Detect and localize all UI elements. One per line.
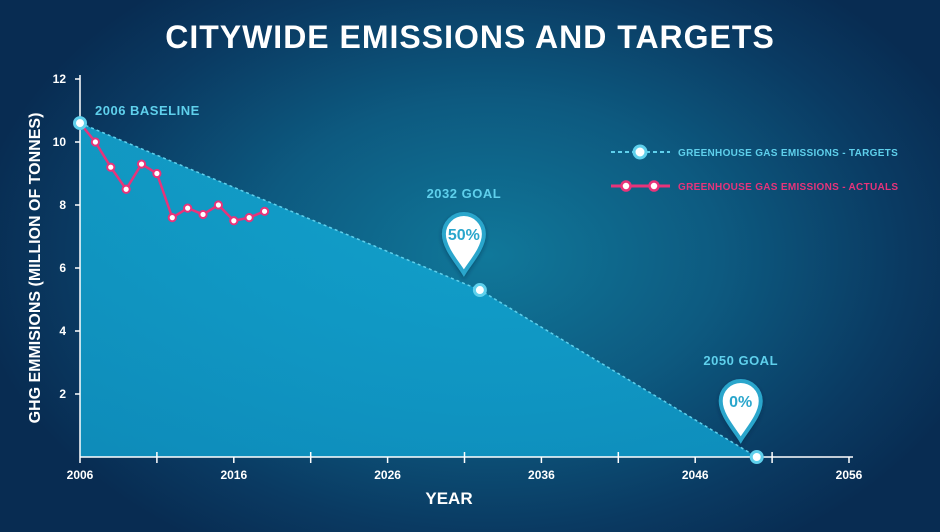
x-tick-label: 2036 [528,468,555,482]
legend-marker-targets [632,144,648,160]
goal-pin [718,379,763,444]
target-area-layer [80,123,757,457]
x-tick-label: 2026 [374,468,401,482]
annotation-label: 2006 BASELINE [95,103,200,118]
goal-pin-value: 50% [448,227,480,244]
legend-item-actuals: GREENHOUSE GAS EMISSIONS - ACTUALS [611,180,898,193]
annotation: 0% 2050 GOAL [703,353,778,444]
actuals-point [167,213,177,223]
actuals-point [259,206,270,216]
legend-item-targets: GREENHOUSE GAS EMISSIONS - TARGETS [611,144,898,160]
actuals-point [183,203,193,213]
actuals-point [213,200,224,210]
chart-title: CITYWIDE EMISSIONS AND TARGETS [165,19,775,55]
actuals-point [106,162,116,172]
x-tick-label: 2056 [836,468,863,482]
actuals-point [90,137,100,147]
actuals-point [152,168,162,179]
annotation-label: 2032 GOAL [427,186,502,201]
legend: GREENHOUSE GAS EMISSIONS - TARGETS GREEN… [611,144,898,193]
x-tick-label: 2016 [220,468,247,482]
x-axis-title: YEAR [425,489,472,508]
actuals-point [136,159,147,169]
x-tick-label: 2046 [682,468,709,482]
target-point [472,283,487,298]
series-layer [73,116,764,464]
legend-label-targets: GREENHOUSE GAS EMISSIONS - TARGETS [678,148,898,159]
goal-pin-value: 0% [729,394,752,411]
annotation: 50% 2032 GOAL [427,186,502,277]
actuals-point [121,184,131,194]
legend-marker-actuals-b [648,180,660,192]
target-point [749,450,764,464]
y-tick-label: 12 [53,72,67,86]
annotation-layer: 2006 BASELINE 50% 2032 GOAL 0% 2050 GOAL [95,103,778,444]
axes-layer: 2 4 6 8 10 12 2006 2016 2026 2036 2046 2056 [53,72,863,482]
legend-marker-actuals-a [620,180,632,192]
actuals-point [198,209,208,220]
y-tick-label: 4 [59,324,66,338]
annotation: 2006 BASELINE [95,103,200,118]
goal-pin [441,212,486,277]
y-tick-label: 10 [53,135,67,149]
legend-label-actuals: GREENHOUSE GAS EMISSIONS - ACTUALS [678,182,898,193]
y-tick-label: 8 [59,198,66,212]
y-tick-label: 2 [59,387,66,401]
annotation-label: 2050 GOAL [703,353,778,368]
target-area-fill [80,123,757,457]
actuals-point [244,213,254,223]
y-axis-title: GHG EMMISIONS (MILLION OF TONNES) [27,113,44,424]
target-point [73,116,87,131]
actuals-point [229,216,239,226]
x-tick-label: 2006 [67,468,94,482]
y-tick-label: 6 [59,261,66,275]
